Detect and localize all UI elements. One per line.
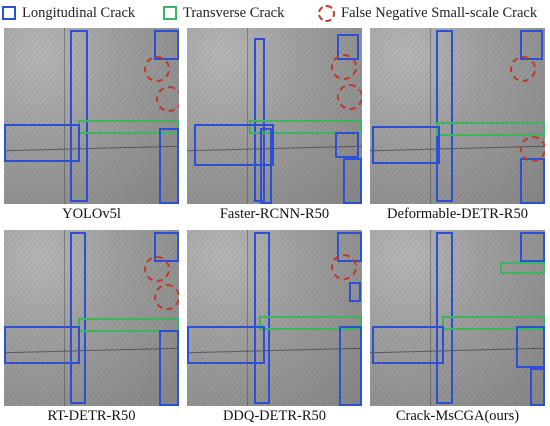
panel-ddq-detr — [187, 230, 362, 406]
longitudinal-box — [520, 158, 545, 204]
false-negative-circle — [331, 54, 357, 80]
pavement-crack — [247, 28, 248, 204]
transverse-box — [500, 262, 545, 274]
longitudinal-box — [4, 124, 80, 162]
legend-false-negative-label: False Negative Small-scale Crack — [341, 4, 538, 21]
longitudinal-box — [436, 30, 453, 202]
longitudinal-box — [372, 326, 444, 364]
longitudinal-box — [154, 30, 179, 60]
longitudinal-box — [349, 282, 361, 302]
pavement-crack — [430, 28, 431, 204]
longitudinal-box — [372, 126, 440, 164]
caption-crack-mscga: Crack-MsCGA(ours) — [395, 408, 520, 424]
longitudinal-box — [260, 128, 272, 204]
caption-yolov5l: YOLOv5l — [62, 206, 121, 222]
false-negative-circle — [156, 86, 179, 112]
pavement-crack — [430, 230, 431, 406]
caption-ddq-detr: DDQ-DETR-R50 — [222, 408, 327, 424]
false-negative-circle — [144, 56, 170, 82]
transverse-box — [436, 122, 545, 136]
false-negative-swatch-icon — [318, 4, 335, 22]
false-negative-circle — [154, 284, 179, 310]
longitudinal-box — [339, 326, 362, 406]
false-negative-circle — [144, 256, 170, 282]
longitudinal-swatch-icon — [2, 6, 16, 20]
panel-rt-detr — [4, 230, 179, 406]
longitudinal-box — [436, 232, 453, 404]
pavement-crack — [247, 230, 248, 406]
legend-transverse: Transverse Crack — [163, 3, 284, 23]
longitudinal-box — [335, 132, 359, 158]
longitudinal-box — [520, 232, 545, 262]
legend-longitudinal: Longitudinal Crack — [2, 3, 135, 23]
legend-longitudinal-label: Longitudinal Crack — [22, 4, 136, 21]
transverse-box — [249, 120, 362, 134]
longitudinal-box — [194, 124, 274, 166]
longitudinal-box — [70, 30, 88, 202]
longitudinal-box — [343, 158, 362, 204]
legend: Longitudinal Crack Transverse Crack Fals… — [0, 0, 550, 26]
longitudinal-box — [187, 326, 265, 364]
caption-rt-detr: RT-DETR-R50 — [47, 408, 136, 424]
longitudinal-box — [159, 330, 179, 406]
longitudinal-box — [159, 128, 179, 204]
caption-deformable-detr: Deformable-DETR-R50 — [387, 206, 528, 222]
false-negative-circle — [337, 84, 362, 110]
pavement-crack — [64, 230, 65, 406]
longitudinal-box — [4, 326, 80, 364]
panel-faster-rcnn — [187, 28, 362, 204]
transverse-box — [259, 316, 362, 330]
legend-false-negative: False Negative Small-scale Crack — [318, 3, 537, 23]
false-negative-circle — [331, 254, 357, 280]
pavement-crack — [64, 28, 65, 204]
longitudinal-box — [516, 326, 545, 368]
transverse-box — [442, 316, 545, 330]
panel-deformable-detr — [370, 28, 545, 204]
transverse-box — [78, 318, 179, 332]
legend-transverse-label: Transverse Crack — [183, 4, 285, 21]
panel-yolov5l — [4, 28, 179, 204]
false-negative-circle — [510, 56, 536, 82]
longitudinal-box — [254, 232, 270, 404]
false-negative-circle — [520, 136, 545, 162]
longitudinal-box — [530, 368, 545, 406]
panel-crack-mscga — [370, 230, 545, 406]
transverse-swatch-icon — [163, 6, 177, 20]
caption-faster-rcnn: Faster-RCNN-R50 — [219, 206, 330, 222]
